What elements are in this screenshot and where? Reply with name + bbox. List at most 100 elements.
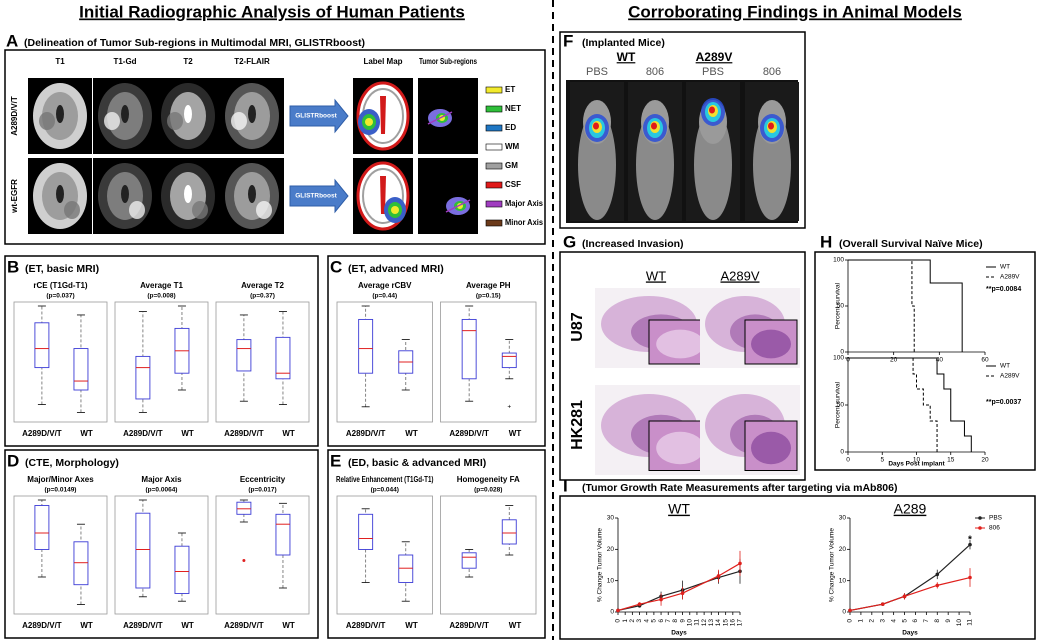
panel-caption: (Overall Survival Naïve Mice): [839, 238, 983, 250]
x-tick-label: 20: [981, 457, 989, 464]
plot-frame: [215, 301, 310, 423]
box: [461, 318, 477, 380]
subregion-axis: [427, 111, 453, 125]
y-tick-label: 0: [840, 349, 844, 356]
column-header: T2: [183, 57, 193, 66]
p-value: (p=0.44): [372, 293, 397, 300]
annotation: **p=0.0037: [986, 399, 1021, 406]
group-label: WT: [282, 429, 295, 438]
plot-frame: [440, 495, 537, 615]
column-header: T1-Gd: [113, 57, 136, 66]
legend-label: A289V: [1000, 373, 1020, 380]
panel-caption: (Implanted Mice): [582, 37, 665, 49]
legend-label: WT: [1000, 363, 1010, 370]
legend-label: 806: [989, 525, 1000, 532]
mri-ventricle: [184, 185, 192, 203]
panel-letter: E: [330, 451, 341, 470]
y-tick-label: 10: [839, 577, 847, 584]
data-point: [968, 575, 972, 580]
treatment-label: 806: [763, 66, 781, 78]
mri-lesion: [231, 112, 247, 130]
row-label: U87: [569, 312, 586, 341]
group-label: A289D/V/T: [449, 429, 489, 438]
mri-lesion: [167, 112, 183, 130]
panel-caption: (ET, advanced MRI): [348, 263, 444, 275]
x-tick-label: 10: [956, 619, 963, 627]
box: [34, 505, 50, 550]
legend-label: Major Axis: [505, 199, 544, 208]
box: [73, 348, 89, 391]
plot-title: Major/Minor Axes: [27, 475, 94, 484]
p-value: (p=0.044): [371, 487, 399, 494]
chart-title: WT: [668, 501, 690, 517]
panel-letter: B: [7, 257, 19, 276]
group-label: A289D/V/T: [224, 621, 264, 630]
legend-swatch: [485, 105, 503, 113]
panel-frame: [327, 449, 546, 639]
row-label: wt-EGFR: [10, 179, 19, 214]
panel-letter: F: [563, 31, 573, 50]
x-tick-label: 1: [622, 619, 629, 623]
x-tick-label: 2: [869, 619, 876, 623]
legend-label: GM: [505, 161, 518, 170]
mri-lesion: [104, 112, 120, 130]
box: [34, 322, 50, 369]
x-tick-label: 5: [880, 457, 884, 464]
x-axis-label: Days: [902, 630, 918, 637]
heat-core: [651, 122, 657, 130]
x-tick-label: 60: [981, 357, 989, 364]
group-label: A289D/V/T: [224, 429, 264, 438]
inset-tissue: [751, 431, 791, 465]
group-label: WT: [181, 621, 194, 630]
x-tick-label: 8: [672, 619, 679, 623]
plot-title: Average T1: [140, 281, 183, 290]
x-tick-label: 0: [615, 619, 622, 623]
group-label: A289D/V/T: [123, 429, 163, 438]
panel-frame: [4, 255, 319, 447]
group-label: A289D/V/T: [346, 429, 386, 438]
legend-label: Minor Axis: [505, 218, 544, 227]
data-point: [880, 602, 885, 606]
x-tick-label: 4: [643, 619, 650, 623]
group-label: A289D/V/T: [449, 621, 489, 630]
y-tick-label: 100: [833, 257, 844, 264]
legend-swatch: [485, 86, 503, 94]
panel-letter: H: [820, 232, 832, 251]
legend-label: A289V: [1000, 274, 1020, 281]
column-label: A289V: [720, 268, 759, 283]
group-label: A289D/V/T: [123, 621, 163, 630]
treatment-label: PBS: [586, 66, 608, 78]
p-value: (p=0.037): [46, 293, 74, 300]
group-label: WT: [509, 621, 522, 630]
group-label: A289D/V/T: [22, 429, 62, 438]
panel-caption: (ED, basic & advanced MRI): [348, 457, 486, 469]
inset-tissue: [656, 431, 705, 465]
y-tick-label: 0: [842, 609, 846, 616]
box: [135, 355, 151, 400]
mri-ventricle: [248, 185, 256, 203]
box: [398, 554, 414, 583]
box: [501, 519, 517, 545]
mri-ventricle: [121, 185, 129, 203]
x-tick-label: 11: [967, 619, 974, 626]
growth-line: [849, 544, 971, 612]
panel-letter: I: [563, 476, 568, 495]
y-axis-label: % Change Tumor Volume: [597, 528, 604, 602]
legend-label: WT: [1000, 264, 1010, 271]
legend-label: ED: [505, 123, 516, 132]
y-tick-label: 20: [839, 546, 847, 553]
group-label: WT: [181, 429, 194, 438]
box: [236, 501, 252, 515]
group-label: WT: [282, 621, 295, 630]
legend-marker: [978, 526, 982, 530]
plot-frame: [13, 495, 108, 615]
heat-core: [709, 106, 715, 114]
outlier: +: [507, 404, 511, 411]
panel-frame: [327, 255, 546, 447]
y-axis-label: Percent survival: [835, 282, 842, 329]
x-tick-label: 6: [912, 619, 919, 623]
growth-line: [849, 576, 971, 612]
outlier: [242, 559, 246, 562]
legend-swatch: [485, 219, 503, 227]
x-tick-label: 40: [936, 357, 944, 364]
